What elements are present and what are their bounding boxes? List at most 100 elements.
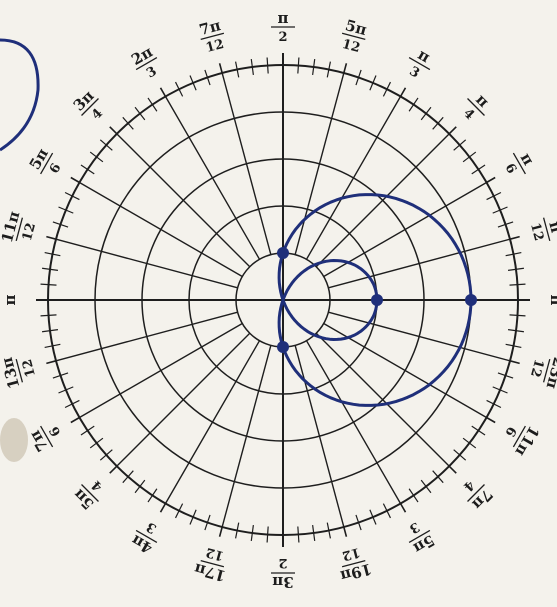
grid-spoke (55, 311, 238, 362)
label-fraction-bar (15, 217, 24, 242)
label-fraction-bar (40, 152, 54, 175)
outer-tick (204, 514, 211, 531)
grid-spoke (305, 96, 402, 260)
outer-tick (382, 503, 392, 519)
outer-tick (189, 509, 197, 525)
outer-tick (44, 343, 61, 348)
label-fraction-bar (40, 425, 54, 448)
outer-tick (80, 164, 95, 175)
outer-tick (235, 522, 240, 539)
outer-tick (326, 61, 331, 78)
outer-tick (58, 206, 74, 214)
outer-tick (147, 488, 158, 503)
major-tick (343, 526, 348, 537)
outer-tick (462, 151, 477, 163)
outer-tick (486, 191, 502, 201)
label-denominator: 12 (340, 37, 361, 56)
outer-tick (204, 69, 211, 86)
label-fraction-bar (512, 425, 526, 448)
label-fraction-bar (408, 57, 431, 71)
label-fraction-bar (81, 484, 99, 502)
grid-spoke (323, 181, 487, 278)
outer-tick (497, 221, 514, 228)
handwritten-mark (0, 38, 40, 152)
outer-tick (40, 283, 57, 286)
major-tick (399, 87, 407, 97)
outer-tick (312, 59, 316, 76)
outer-tick (297, 526, 300, 543)
label-fraction-bar (467, 98, 485, 116)
outer-tick (147, 97, 158, 112)
outer-tick (134, 106, 146, 121)
angle-label: π12 (527, 217, 557, 243)
marked-point (371, 294, 383, 306)
label-fraction-bar (542, 358, 551, 383)
outer-tick (497, 372, 514, 379)
major-tick (448, 126, 457, 135)
marked-point (465, 294, 477, 306)
major-tick (46, 235, 57, 240)
grid-spoke (294, 345, 345, 528)
outer-tick (509, 314, 526, 317)
major-tick (70, 416, 80, 424)
outer-tick (250, 524, 254, 541)
major-tick (486, 416, 496, 424)
angle-label: 3π2 (271, 555, 295, 591)
grid-spoke (315, 332, 450, 467)
marked-point (277, 247, 289, 259)
label-fraction-bar (542, 217, 551, 242)
outer-tick (507, 329, 524, 333)
outer-tick (40, 314, 57, 317)
label-fraction-bar (81, 98, 99, 116)
outer-tick (420, 479, 432, 494)
label-numerator: 7π (197, 16, 222, 39)
grid-spoke (221, 345, 272, 528)
outer-tick (99, 139, 113, 151)
label-fraction-bar (408, 529, 431, 543)
label-denominator: 12 (20, 221, 39, 242)
label-fraction-bar (135, 57, 158, 71)
grid-spoke (328, 311, 511, 362)
outer-tick (52, 221, 69, 228)
label-denominator: 12 (204, 544, 225, 563)
paper-smudge (0, 418, 28, 462)
outer-tick (122, 116, 134, 130)
outer-tick (505, 252, 522, 257)
major-tick (46, 360, 57, 365)
label-fraction-bar (15, 358, 24, 383)
label-fraction-bar (341, 32, 366, 41)
outer-tick (52, 372, 69, 379)
outer-tick (250, 59, 254, 76)
outer-tick (64, 399, 80, 409)
label-numerator: 3π (272, 573, 293, 591)
outer-tick (432, 470, 444, 484)
outer-tick (174, 503, 184, 519)
outer-tick (42, 267, 59, 271)
angle-label: π2 (271, 9, 295, 45)
major-tick (218, 526, 223, 537)
label-fraction-bar (200, 32, 225, 41)
outer-tick (509, 283, 526, 286)
label-denominator: 2 (278, 555, 287, 570)
grid-spoke (116, 133, 251, 268)
outer-tick (44, 252, 61, 257)
label-denominator: 2 (278, 30, 287, 45)
angle-label: π (1, 294, 19, 305)
outer-tick (507, 267, 524, 271)
outer-tick (471, 164, 486, 175)
label-fraction-bar (341, 559, 366, 568)
grid-spoke (294, 72, 345, 255)
label-fraction-bar (135, 529, 158, 543)
major-tick (218, 63, 223, 74)
label-fraction-bar (467, 484, 485, 502)
outer-tick (42, 329, 59, 333)
grid-spoke (315, 133, 450, 268)
major-tick (509, 360, 520, 365)
outer-tick (189, 75, 197, 91)
